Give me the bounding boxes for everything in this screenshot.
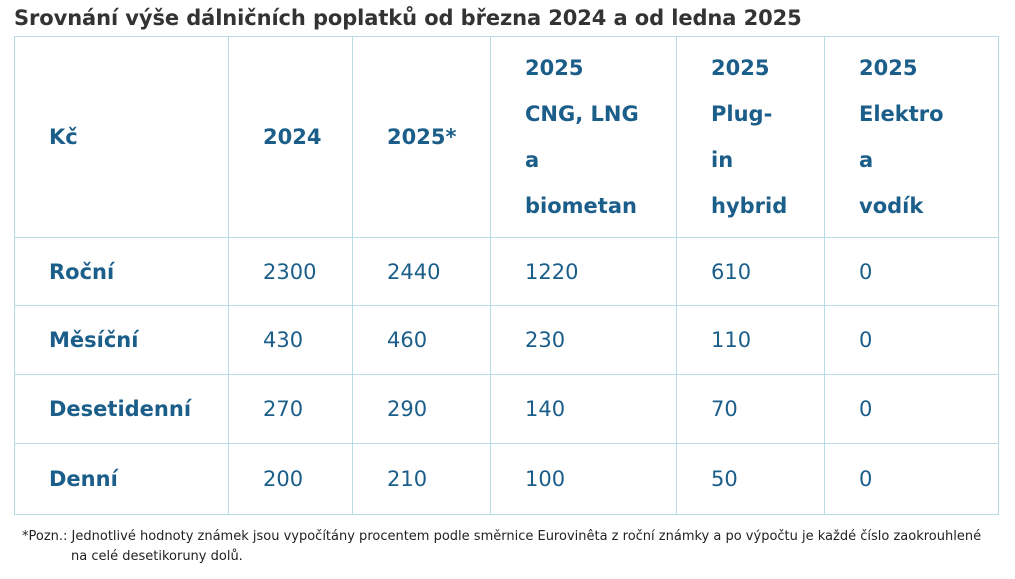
fees-table: Kč 2024 2025* 2025 CNG, LNG a biometan (14, 36, 999, 515)
table-cell: 270 (228, 374, 353, 444)
page-title: Srovnání výše dálničních poplatků od bře… (14, 6, 802, 30)
row-label: Měsíční (14, 305, 229, 375)
table-cell: 290 (352, 374, 491, 444)
table-row: Denní 200 210 100 50 0 (14, 443, 999, 515)
header-2025-plugin-hybrid: 2025 Plug- in hybrid (676, 36, 825, 238)
footnote-line-1: *Pozn.: Jednotlivé hodnoty známek jsou v… (22, 529, 982, 544)
header-2025: 2025* (352, 36, 491, 238)
table-cell: 0 (824, 237, 999, 306)
table-cell: 2300 (228, 237, 353, 306)
table-cell: 430 (228, 305, 353, 375)
table-cell: 1220 (490, 237, 677, 306)
table-cell: 110 (676, 305, 825, 375)
table-cell: 0 (824, 374, 999, 444)
table-cell: 70 (676, 374, 825, 444)
footnote-line-2: na celé desetikoruny dolů. (71, 549, 243, 564)
row-label: Roční (14, 237, 229, 306)
table-cell: 200 (228, 443, 353, 515)
table-cell: 50 (676, 443, 825, 515)
table-cell: 0 (824, 305, 999, 375)
table-cell: 140 (490, 374, 677, 444)
header-2024: 2024 (228, 36, 353, 238)
table-cell: 230 (490, 305, 677, 375)
footnote: *Pozn.: Jednotlivé hodnoty známek jsou v… (22, 527, 992, 567)
table-cell: 210 (352, 443, 491, 515)
table-cell: 610 (676, 237, 825, 306)
table-cell: 460 (352, 305, 491, 375)
table-header-row: Kč 2024 2025* 2025 CNG, LNG a biometan (14, 36, 999, 238)
row-label: Denní (14, 443, 229, 515)
table-cell: 0 (824, 443, 999, 515)
table-cell: 100 (490, 443, 677, 515)
table-row: Roční 2300 2440 1220 610 0 (14, 237, 999, 306)
table-row: Měsíční 430 460 230 110 0 (14, 305, 999, 375)
row-label: Desetidenní (14, 374, 229, 444)
table-cell: 2440 (352, 237, 491, 306)
header-currency: Kč (14, 36, 229, 238)
header-2025-electric: 2025 Elektro a vodík (824, 36, 999, 238)
header-2025-cng: 2025 CNG, LNG a biometan (490, 36, 677, 238)
table-row: Desetidenní 270 290 140 70 0 (14, 374, 999, 444)
